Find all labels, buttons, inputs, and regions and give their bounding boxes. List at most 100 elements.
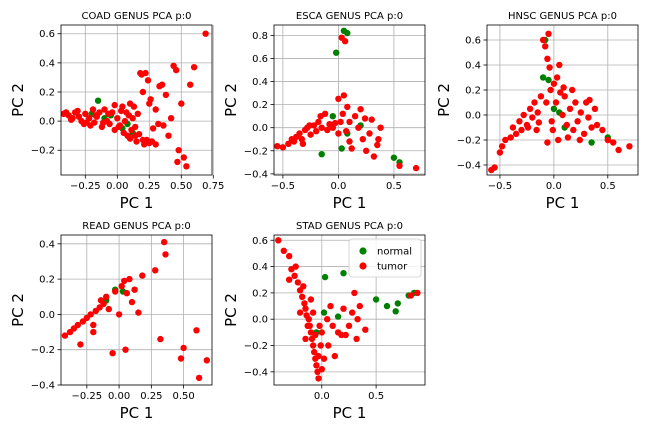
y-tick-label: 0.2 [39,275,55,286]
data-point-tumor [577,109,584,116]
data-point-tumor [90,328,97,336]
data-point-tumor [359,136,366,143]
points-layer [61,30,209,170]
data-point-tumor [299,293,306,300]
x-tick-label: 0.00 [108,391,130,402]
data-point-tumor [414,289,421,297]
data-point-tumor [195,374,203,382]
y-tick-label: −0.4 [244,367,268,378]
y-tick-label: 0.0 [252,123,268,134]
data-point-tumor [335,95,342,103]
data-point-tumor [167,115,175,122]
y-tick-label: 0.0 [252,315,268,326]
data-point-tumor [496,149,504,156]
data-point-tumor [83,119,90,126]
data-point-tumor [315,375,322,382]
data-point-tumor [115,311,123,318]
panel-3: −0.5 0.0 0.5 −0.4 −0.2 0.0 0.2 0.4 0.6 HNSC GENUS… [435,11,639,212]
data-point-tumor [353,335,360,343]
data-point-tumor [317,342,324,349]
data-point-tumor [291,272,298,279]
axes-frame [486,24,639,176]
data-point-normal [344,29,351,37]
y-tick-label: 0.4 [39,239,55,250]
x-axis-label: PC 1 [546,194,580,212]
data-point-tumor [279,144,287,151]
data-point-tumor [337,118,344,126]
data-point-tumor [557,89,564,96]
data-point-tumor [325,342,332,349]
panel-title: STAD GENUS PCA p:0 [296,221,403,232]
panel-5: 0.0 0.5 −0.4 −0.2 0.0 0.2 0.4 0.6 STAD GENUS PCA… [222,221,426,422]
data-point-normal [94,97,102,104]
y-axis-label: PC 2 [9,83,27,117]
x-axis-label: PC 1 [120,404,154,422]
data-point-tumor [202,30,209,37]
data-point-tumor [187,81,194,88]
data-point-tumor [502,136,509,144]
data-point-tumor [294,279,302,286]
data-point-tumor [114,115,121,122]
data-point-tumor [320,355,328,362]
data-point-tumor [313,128,320,135]
data-point-tumor [531,99,538,106]
data-point-tumor [129,115,136,122]
data-point-tumor [560,84,567,91]
data-point-tumor [121,277,128,285]
data-point-tumor [348,145,355,152]
y-tick-label: 0.0 [465,111,481,122]
data-point-tumor [355,124,362,131]
points-layer [488,30,633,174]
data-point-tumor [285,140,292,147]
data-point-tumor [363,147,370,154]
data-point-tumor [542,43,549,50]
x-tick-label: 0.25 [138,181,160,192]
y-tick-label: 0.4 [465,61,481,72]
data-point-tumor [173,66,180,74]
data-point-tumor [101,106,108,113]
y-tick-label: 0.6 [39,29,55,40]
data-point-tumor [586,96,593,104]
data-point-tumor [131,286,138,293]
data-point-tumor [561,93,568,100]
panel-4: −0.25 0.00 0.25 0.50 −0.4 −0.2 0.0 0.2 0.4 READ G… [9,221,213,422]
data-point-tumor [162,91,170,99]
data-point-tumor [524,124,532,131]
data-point-tumor [105,110,112,118]
data-point-tumor [317,113,324,120]
legend-label-normal: normal [377,247,412,258]
data-point-tumor [177,355,185,362]
data-point-tumor [615,146,622,154]
data-point-tumor [313,362,320,369]
y-axis-label: PC 2 [435,83,453,117]
y-axis-label: PC 2 [222,83,240,117]
data-point-tumor [556,61,563,69]
data-point-tumor [280,247,287,254]
data-point-tumor [324,316,331,323]
y-tick-label: −0.4 [31,381,55,392]
y-tick-label: −0.2 [244,341,268,352]
points-layer [275,237,421,382]
data-point-tumor [292,263,299,270]
data-point-tumor [126,275,133,283]
data-point-tumor [305,316,312,323]
data-point-tumor [498,143,506,150]
data-point-tumor [296,130,303,137]
data-point-tumor [122,346,129,353]
data-point-tumor [135,309,142,316]
legend-box [348,238,422,278]
data-point-tumor [368,116,375,123]
data-point-tumor [569,86,576,94]
data-point-tumor [591,105,599,113]
data-point-tumor [105,305,113,313]
data-point-tumor [123,109,130,116]
data-point-tumor [288,136,295,143]
data-point-tumor [324,126,331,134]
data-point-tumor [555,136,562,144]
data-point-tumor [146,100,153,107]
data-point-tumor [274,143,281,150]
y-tick-label: −0.2 [457,136,481,147]
data-point-tumor [341,38,349,45]
data-point-tumor [327,302,334,310]
